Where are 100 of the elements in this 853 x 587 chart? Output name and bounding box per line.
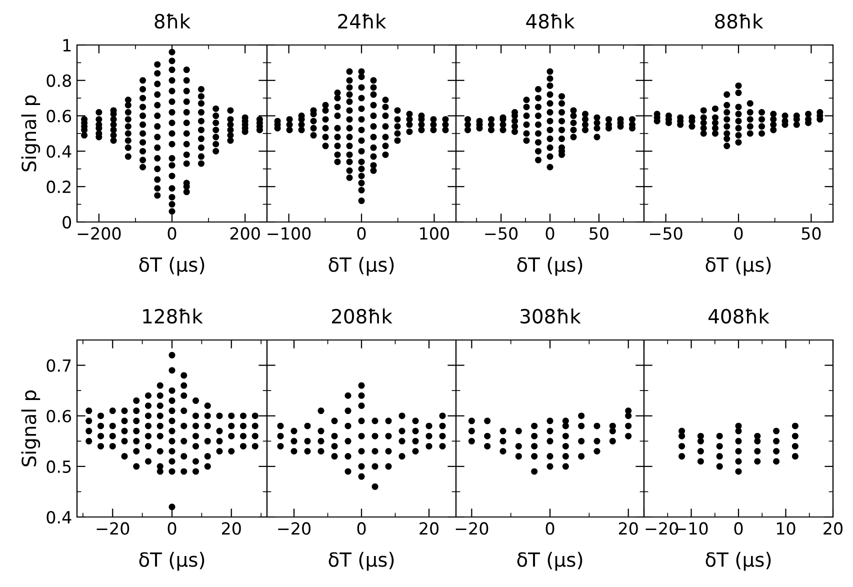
point (331, 442, 338, 450)
point (304, 422, 311, 430)
chart-title: 308ħk (520, 308, 581, 324)
point (412, 438, 419, 444)
x-tick-label: −50 (650, 227, 682, 240)
point (562, 463, 569, 470)
point (697, 448, 704, 455)
y-tick-label: 0.7 (46, 359, 71, 372)
point (372, 463, 378, 470)
x-tick-label: 0 (168, 227, 176, 240)
point (716, 442, 723, 450)
point (318, 408, 324, 414)
point (385, 432, 392, 440)
x-tick-label: 20 (222, 522, 241, 535)
point (773, 438, 780, 444)
point (372, 432, 378, 440)
point (439, 422, 446, 430)
point (754, 432, 761, 440)
point (484, 432, 491, 440)
point (625, 408, 632, 414)
point (358, 448, 365, 455)
chart-title: 408ħk (708, 308, 770, 324)
point (678, 453, 686, 460)
x-tick-label: −20 (456, 522, 488, 535)
point (546, 453, 554, 460)
point (735, 448, 742, 455)
x-tick-label: 0 (168, 522, 176, 535)
point (331, 432, 338, 440)
point (792, 422, 798, 430)
x-axis-title: δT (μs) (517, 552, 582, 571)
x-tick-label: 0 (734, 522, 743, 535)
point (578, 453, 585, 460)
point (426, 442, 432, 450)
x-tick-label: 0 (357, 522, 366, 535)
y-axis-title: Signal p (21, 95, 40, 172)
point (500, 428, 506, 434)
x-axis-title: δT (μs) (328, 256, 394, 276)
point (515, 442, 522, 450)
chart-title: 48ħk (526, 14, 575, 29)
x-axis-title: δT (μs) (328, 552, 394, 571)
point (358, 473, 365, 480)
point (484, 442, 491, 450)
point (594, 438, 600, 444)
y-tick-label: 0.4 (46, 510, 72, 524)
y-tick-label: 0.5 (46, 460, 71, 473)
point (358, 402, 365, 409)
chart-title: 208ħk (332, 308, 392, 324)
x-tick-label: −20 (278, 522, 310, 535)
point (531, 468, 538, 475)
point (792, 453, 798, 460)
point (468, 418, 475, 424)
point (546, 463, 554, 470)
point (546, 418, 554, 424)
point (625, 432, 632, 440)
point (439, 432, 446, 440)
y-tick-label: 0.6 (46, 110, 72, 122)
point (398, 438, 406, 444)
point (594, 422, 600, 430)
point (562, 453, 569, 460)
x-tick-label: 20 (824, 522, 842, 535)
point (578, 412, 585, 420)
point (385, 448, 392, 455)
x-tick-label: −100 (268, 227, 311, 240)
point (531, 422, 538, 430)
point (385, 463, 392, 470)
point (358, 392, 365, 399)
point (398, 428, 406, 434)
point (546, 428, 554, 434)
point (304, 438, 311, 444)
point (562, 418, 569, 424)
point (515, 428, 522, 434)
x-tick-label: 10 (776, 522, 796, 535)
point (412, 448, 419, 455)
point (792, 432, 798, 440)
point (426, 422, 432, 430)
x-tick-label: 0 (546, 227, 554, 240)
point (735, 468, 742, 475)
point (318, 438, 324, 444)
point (500, 438, 506, 444)
point (625, 422, 632, 430)
point (358, 418, 365, 424)
point (358, 432, 365, 440)
x-tick-label: 0 (357, 227, 366, 240)
point (372, 483, 378, 490)
y-tick-label: 0.4 (46, 145, 72, 158)
point (531, 453, 538, 460)
point (344, 468, 352, 475)
point (344, 422, 352, 430)
point (678, 428, 686, 434)
point (697, 458, 704, 465)
point (562, 442, 569, 450)
point (398, 453, 406, 460)
x-tick-label: 20 (420, 522, 438, 535)
point (290, 448, 298, 455)
x-axis-title: δT (μs) (139, 256, 204, 276)
chart-title: 128ħk (143, 308, 203, 324)
point (344, 408, 352, 414)
point (578, 422, 585, 430)
point (468, 438, 475, 444)
x-tick-label: −20 (96, 522, 130, 535)
